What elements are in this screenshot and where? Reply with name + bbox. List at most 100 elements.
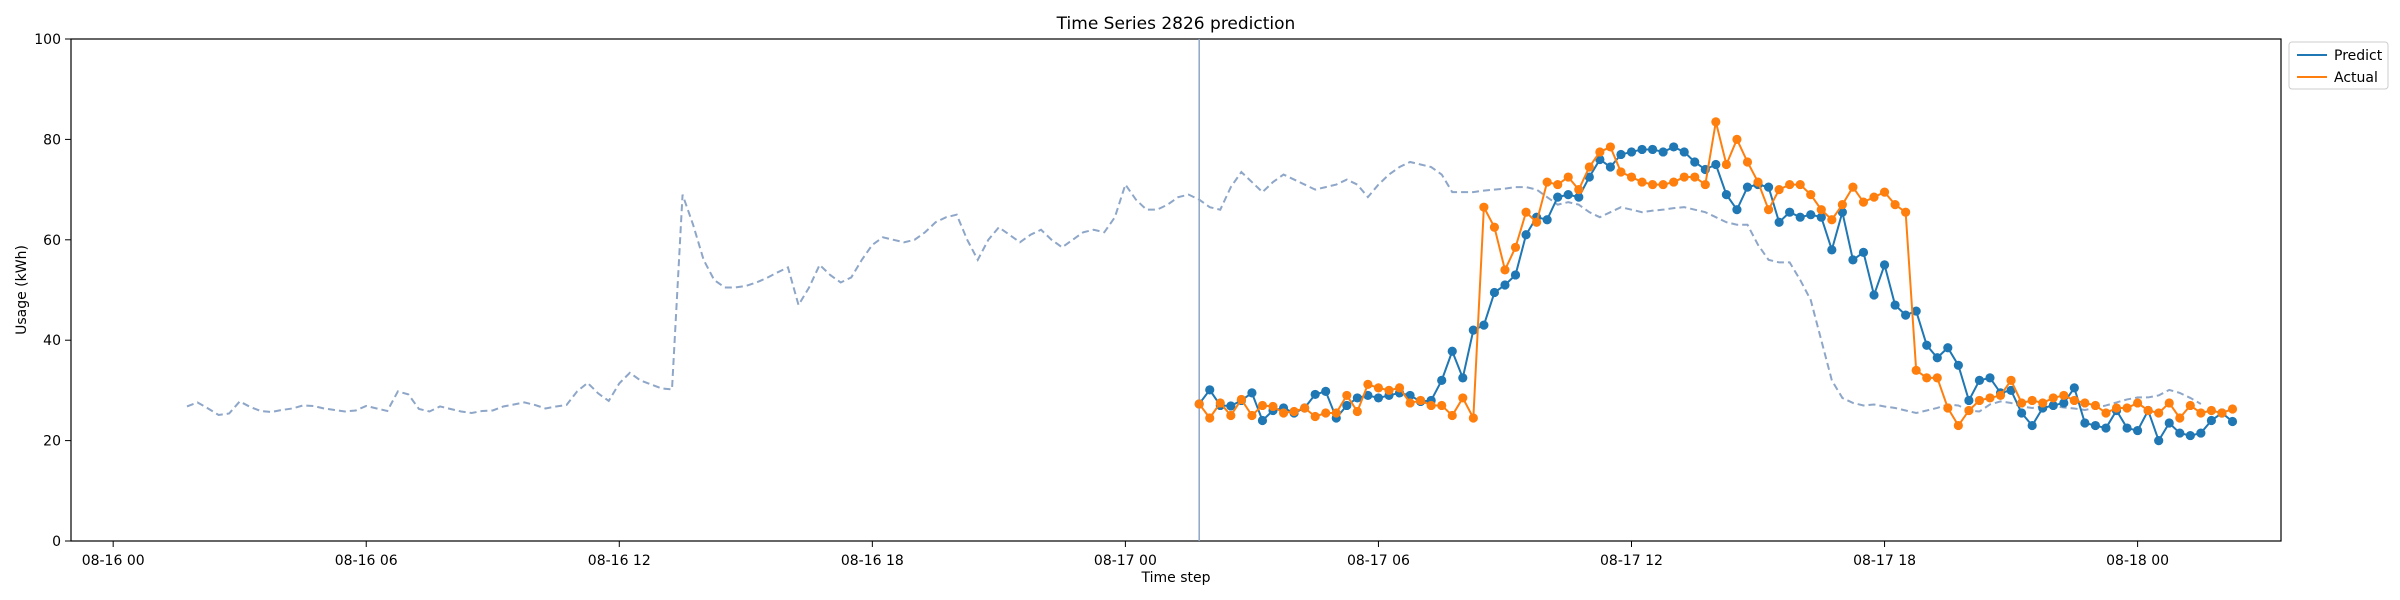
- actual-point: [1700, 179, 1710, 190]
- predict-point: [1848, 255, 1858, 265]
- actual-point: [2027, 395, 2037, 406]
- predict-point: [1721, 190, 1731, 200]
- predict-point: [1732, 205, 1742, 215]
- actual-point: [1437, 400, 1447, 411]
- predict-point: [1310, 389, 1320, 400]
- actual-point: [1669, 177, 1679, 187]
- actual-point: [1257, 400, 1268, 411]
- actual-point: [1763, 205, 1774, 215]
- actual-point: [1753, 177, 1763, 187]
- predict-point: [1774, 217, 1784, 227]
- x-tick-label: 08-17 18: [1853, 553, 1916, 569]
- actual-point: [1342, 390, 1352, 401]
- actual-point: [1310, 411, 1320, 422]
- actual-point: [1521, 207, 1531, 217]
- actual-point: [2143, 405, 2153, 416]
- actual-point: [1479, 202, 1489, 212]
- actual-point: [2206, 405, 2217, 416]
- x-tick-label: 08-17 06: [1347, 553, 1410, 569]
- predict-point: [1321, 386, 1331, 396]
- predict-point: [1373, 393, 1384, 403]
- actual-point: [1943, 403, 1953, 413]
- actual-point: [1352, 406, 1362, 417]
- predict-point: [2006, 385, 2016, 395]
- predict-point: [1563, 190, 1573, 200]
- actual-point: [1953, 420, 1963, 431]
- actual-point: [1300, 403, 1310, 413]
- predict-point: [1911, 306, 1921, 316]
- actual-point: [2154, 408, 2164, 418]
- x-axis: 08-16 00 08-16 06 08-16 12 08-16 18 08-17 00…: [82, 541, 2169, 569]
- actual-point: [1679, 172, 1689, 182]
- actual-point: [1605, 142, 1616, 152]
- predict-point: [1247, 388, 1257, 398]
- actual-point: [1964, 405, 1974, 416]
- y-tick-label: 0: [52, 534, 61, 550]
- actual-point: [2017, 398, 2027, 408]
- actual-point: [1289, 406, 1299, 417]
- actual-point: [2164, 398, 2174, 408]
- predict-point: [1658, 147, 1668, 157]
- predict-point: [1489, 287, 1500, 298]
- predict-point: [1932, 353, 1942, 363]
- actual-point: [1595, 147, 1605, 157]
- predict-point: [1363, 390, 1373, 401]
- x-tick-label: 08-16 12: [588, 553, 651, 569]
- actual-point: [1721, 159, 1731, 170]
- y-tick-label: 40: [43, 333, 61, 349]
- y-axis: 0 20 40 60 80 100: [34, 32, 71, 550]
- predict-point: [1795, 212, 1805, 222]
- y-tick-label: 20: [43, 434, 61, 450]
- actual-point: [1690, 172, 1700, 182]
- actual-point: [2122, 403, 2132, 413]
- predict-point: [1437, 375, 1447, 385]
- predict-point: [1257, 415, 1268, 426]
- actual-point: [1837, 200, 1847, 210]
- predict-point: [1342, 400, 1352, 411]
- actual-point: [1331, 408, 1341, 418]
- actual-point: [1278, 408, 1289, 418]
- actual-point: [1363, 379, 1373, 389]
- actual-point: [1995, 390, 2006, 401]
- predict-point: [2133, 425, 2143, 436]
- predict-point: [1901, 310, 1911, 320]
- actual-point: [1458, 393, 1468, 403]
- actual-point: [1215, 398, 1225, 408]
- actual-point: [1553, 179, 1563, 190]
- actual-point: [1416, 395, 1426, 406]
- actual-point: [2048, 393, 2058, 403]
- chart-title: Time Series 2826 prediction: [1056, 14, 1296, 34]
- predict-point: [1827, 245, 1837, 255]
- actual-point: [2080, 398, 2090, 408]
- predict-point: [1922, 340, 1932, 350]
- actual-point: [1447, 410, 1457, 421]
- plot-area-border: [70, 38, 2282, 542]
- y-tick-label: 80: [43, 132, 61, 148]
- actual-point: [1321, 408, 1331, 418]
- predict-point: [1616, 149, 1626, 160]
- actual-point: [1774, 185, 1784, 195]
- predict-point: [1837, 207, 1847, 217]
- x-tick-label: 08-16 06: [335, 553, 398, 569]
- predict-point: [2090, 420, 2101, 431]
- history-series-line: [186, 160, 2202, 417]
- x-tick-label: 08-17 12: [1600, 553, 1663, 569]
- predict-point: [1679, 147, 1689, 157]
- actual-point: [2133, 398, 2143, 408]
- actual-point: [1658, 179, 1668, 190]
- actual-point: [2038, 398, 2048, 408]
- predict-point: [1468, 325, 1478, 335]
- predict-point: [1785, 207, 1795, 217]
- y-tick-label: 100: [34, 32, 61, 48]
- predict-point: [2206, 415, 2217, 426]
- actual-point: [1711, 117, 1721, 127]
- y-axis-label: Usage (kWh): [14, 245, 30, 335]
- predict-point: [1858, 247, 1869, 257]
- actual-point: [2175, 413, 2185, 423]
- predict-point: [1869, 290, 1879, 300]
- x-tick-label: 08-18 00: [2106, 553, 2169, 569]
- actual-point: [2059, 390, 2069, 401]
- predict-point: [1890, 300, 1900, 310]
- actual-point: [1426, 400, 1436, 411]
- actual-point: [1795, 179, 1805, 190]
